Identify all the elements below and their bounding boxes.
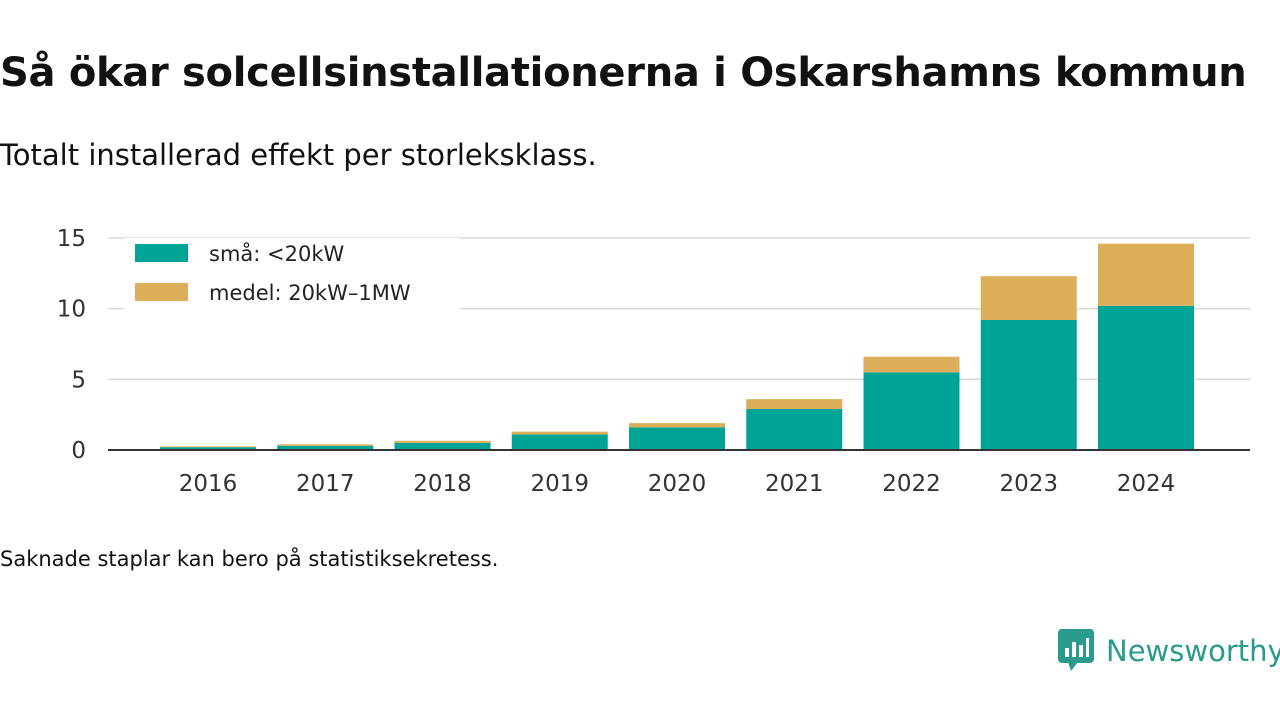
x-tick-label: 2017 <box>296 471 355 497</box>
y-tick-label: 5 <box>71 367 86 393</box>
bar-segment-medel <box>160 446 256 448</box>
bar-segment-medel <box>394 440 491 443</box>
brand-name: Newsworthy <box>1106 634 1280 668</box>
bar-segment-sma <box>160 447 256 450</box>
bar-segment-medel <box>629 423 725 428</box>
bar-segment-medel <box>1098 243 1194 306</box>
bar-segment-sma <box>746 409 843 450</box>
chart-subtitle: Totalt installerad effekt per storlekskl… <box>0 138 597 172</box>
x-tick-label: 2016 <box>179 471 238 497</box>
bar-segment-sma <box>1098 305 1194 450</box>
x-tick-label: 2022 <box>882 471 941 497</box>
x-tick-label: 2018 <box>413 471 472 497</box>
bar-segment-sma <box>980 319 1077 450</box>
bar-segment-medel <box>863 356 960 373</box>
footnote: Saknade staplar kan bero på statistiksek… <box>0 547 499 571</box>
bar-segment-sma <box>511 434 608 450</box>
chart-title: Så ökar solcellsinstallationerna i Oskar… <box>0 50 1247 96</box>
newsworthy-logo-icon <box>1058 629 1094 671</box>
x-tick-label: 2020 <box>648 471 707 497</box>
legend-label: små: <20kW <box>209 241 344 266</box>
bar-segment-medel <box>980 276 1077 320</box>
legend-label: medel: 20kW–1MW <box>209 281 411 305</box>
y-tick-label: 10 <box>57 297 86 323</box>
legend-swatch <box>135 244 188 262</box>
bar-segment-sma <box>277 445 374 450</box>
bar-segment-medel <box>746 399 843 410</box>
bar-segment-sma <box>629 427 725 450</box>
x-tick-label: 2019 <box>530 471 589 497</box>
y-tick-label: 15 <box>57 226 86 252</box>
y-tick-label: 0 <box>71 438 86 464</box>
bar-segment-medel <box>277 444 374 446</box>
x-tick-label: 2023 <box>999 471 1058 497</box>
stacked-bar-chart: 0 5 10 15 2016 2017 2018 2019 2020 2021 2022 2023 20… <box>57 226 1250 497</box>
bar-segment-medel <box>511 431 608 435</box>
legend-swatch <box>135 283 188 301</box>
newsworthy-brand[interactable]: Newsworthy <box>1058 628 1280 674</box>
bar-segment-sma <box>863 372 960 450</box>
x-tick-label: 2021 <box>765 471 824 497</box>
bar-segment-sma <box>394 442 491 450</box>
x-tick-label: 2024 <box>1117 471 1176 497</box>
